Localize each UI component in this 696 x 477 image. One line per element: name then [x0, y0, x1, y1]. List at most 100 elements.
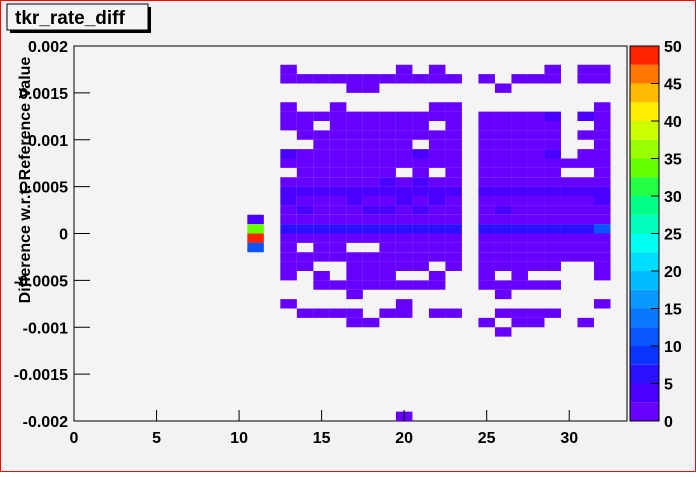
cell — [478, 242, 495, 253]
cell — [346, 186, 363, 196]
cell — [494, 167, 512, 178]
cell — [511, 196, 528, 206]
color-band — [630, 177, 659, 196]
cell — [412, 121, 429, 131]
cell — [527, 139, 545, 150]
cell — [428, 74, 446, 84]
cell — [445, 224, 462, 234]
cell — [379, 242, 396, 253]
cell — [362, 121, 380, 131]
cell — [593, 64, 611, 75]
cell — [313, 205, 330, 215]
y-tick-label: -0.002 — [23, 414, 68, 431]
cell — [428, 186, 446, 196]
cell — [593, 205, 611, 215]
color-band — [630, 102, 659, 121]
cell — [560, 177, 578, 187]
cell — [428, 280, 446, 290]
cell — [478, 74, 495, 84]
cell — [511, 149, 528, 159]
cell — [313, 224, 330, 234]
cell — [280, 252, 297, 262]
y-tick-label: -0.0015 — [14, 367, 68, 384]
color-band — [630, 233, 659, 253]
cell — [511, 177, 528, 187]
cell — [329, 149, 347, 159]
y-tick-label: 0.001 — [28, 133, 68, 150]
cell — [412, 186, 429, 196]
cell — [412, 111, 429, 121]
color-band — [630, 308, 659, 328]
cell — [395, 186, 413, 196]
cell — [593, 271, 611, 281]
chart-title: tkr_rate_diff — [15, 8, 125, 29]
z-tick-label: 30 — [664, 189, 682, 206]
cell — [395, 149, 413, 159]
cell — [346, 177, 363, 187]
cell — [395, 261, 413, 271]
cell — [313, 139, 330, 150]
cell — [527, 317, 545, 328]
cell — [296, 261, 314, 271]
cell — [593, 214, 611, 225]
cell — [412, 205, 429, 215]
cell — [511, 74, 528, 84]
cell — [494, 214, 512, 225]
cell — [478, 121, 495, 131]
cell — [379, 271, 396, 281]
cell — [593, 252, 611, 262]
z-tick-label: 25 — [664, 227, 682, 244]
cell — [280, 224, 297, 234]
cell — [478, 205, 495, 215]
cell — [395, 196, 413, 206]
cell — [379, 149, 396, 159]
cell — [395, 280, 413, 290]
cell — [511, 242, 528, 253]
cell — [511, 308, 528, 318]
cell — [445, 252, 462, 262]
cell — [280, 102, 297, 112]
cell — [511, 167, 528, 178]
cell — [494, 327, 512, 337]
cell — [296, 130, 314, 140]
cell — [395, 64, 413, 75]
cell — [395, 233, 413, 243]
x-tick-label: 0 — [70, 430, 79, 447]
cell — [329, 252, 347, 262]
cell — [445, 74, 462, 84]
cell — [593, 261, 611, 271]
cell — [577, 317, 594, 328]
cell — [511, 317, 528, 328]
cell — [494, 83, 512, 93]
cell — [593, 233, 611, 243]
cell — [544, 149, 561, 159]
y-axis-label: Difference w.r.t. Reference Value — [17, 57, 34, 304]
cell — [395, 158, 413, 168]
cell — [428, 224, 446, 234]
cell — [313, 252, 330, 262]
cell — [247, 214, 264, 225]
cell — [544, 205, 561, 215]
cell — [544, 139, 561, 150]
cell — [346, 252, 363, 262]
cell — [445, 205, 462, 215]
cell — [395, 130, 413, 140]
cell — [428, 111, 446, 121]
cell — [296, 158, 314, 168]
cell — [329, 308, 347, 318]
cell — [511, 121, 528, 131]
cell — [544, 130, 561, 140]
cell — [511, 205, 528, 215]
z-tick-label: 10 — [664, 339, 682, 356]
cell — [577, 177, 594, 187]
cell — [494, 130, 512, 140]
cell — [379, 111, 396, 121]
cell — [527, 111, 545, 121]
cell — [494, 121, 512, 131]
cell — [560, 214, 578, 225]
cell — [379, 252, 396, 262]
cell — [412, 74, 429, 84]
cell — [412, 214, 429, 225]
cell — [346, 261, 363, 271]
cell — [346, 233, 363, 243]
